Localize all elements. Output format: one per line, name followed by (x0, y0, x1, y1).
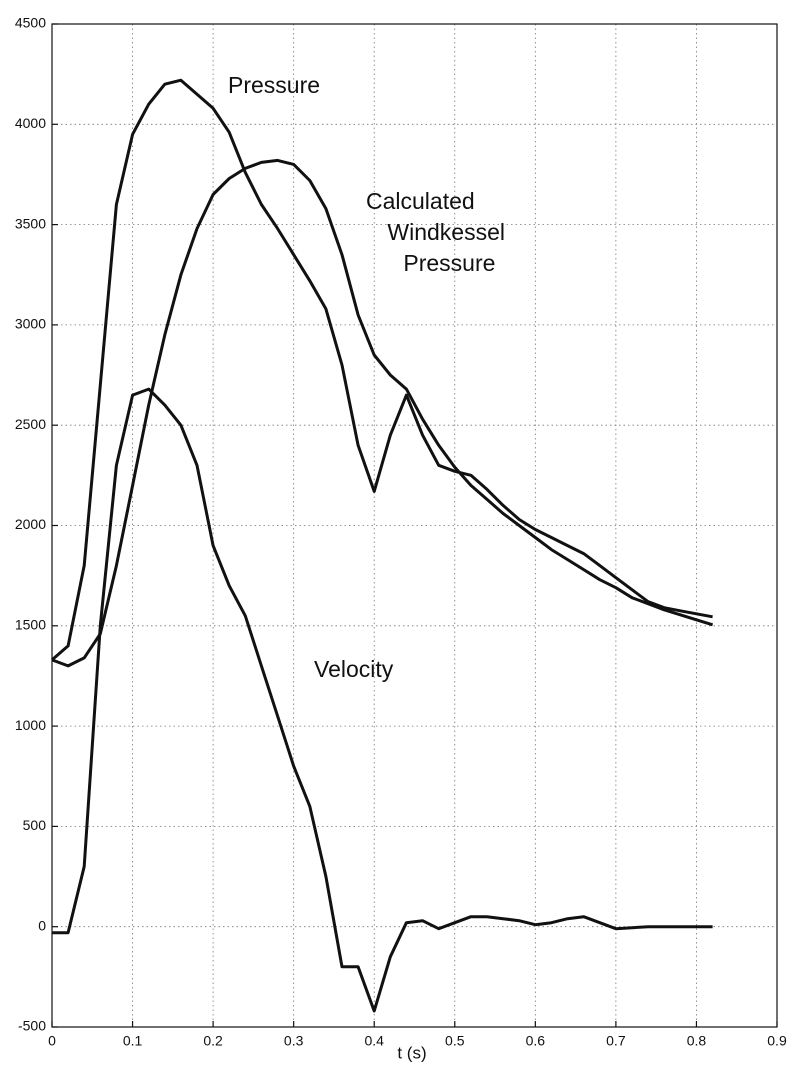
series-label-line: Pressure (397, 250, 495, 276)
y-tick-label: 1500 (15, 617, 46, 633)
x-tick-label: 0.9 (767, 1033, 787, 1049)
y-tick-label: 0 (38, 917, 46, 933)
y-tick-label: 2000 (15, 516, 46, 532)
y-tick-label: 3000 (15, 316, 46, 332)
x-tick-label: 0 (48, 1033, 56, 1049)
x-tick-label: 0.1 (123, 1033, 143, 1049)
series-label: Pressure (228, 72, 320, 98)
x-tick-label: 0.7 (606, 1033, 626, 1049)
y-tick-label: 4000 (15, 115, 46, 131)
y-tick-label: -500 (18, 1018, 46, 1034)
series-label: Velocity (314, 656, 394, 682)
y-tick-label: 3500 (15, 215, 46, 231)
series-line (51, 78, 713, 662)
y-tick-label: 1000 (15, 717, 46, 733)
plot-frame (51, 23, 778, 1028)
series-label-line: Calculated (366, 188, 475, 214)
y-tick-label: 4500 (15, 15, 46, 31)
series-label-line: Windkessel (381, 219, 505, 245)
y-tick-label: 2500 (15, 416, 46, 432)
x-tick-label: 0.5 (445, 1033, 465, 1049)
series-line (51, 158, 714, 668)
x-tick-label: 0.6 (526, 1033, 546, 1049)
x-tick-label: 0.4 (364, 1033, 384, 1049)
x-tick-label: 0.2 (203, 1033, 223, 1049)
x-tick-label: 0.8 (687, 1033, 707, 1049)
y-tick-label: 500 (23, 817, 47, 833)
series-label: Calculated Windkessel Pressure (366, 188, 505, 276)
x-tick-label: 0.3 (284, 1033, 304, 1049)
x-axis-label: t (s) (397, 1043, 426, 1062)
series-line (52, 387, 713, 1013)
